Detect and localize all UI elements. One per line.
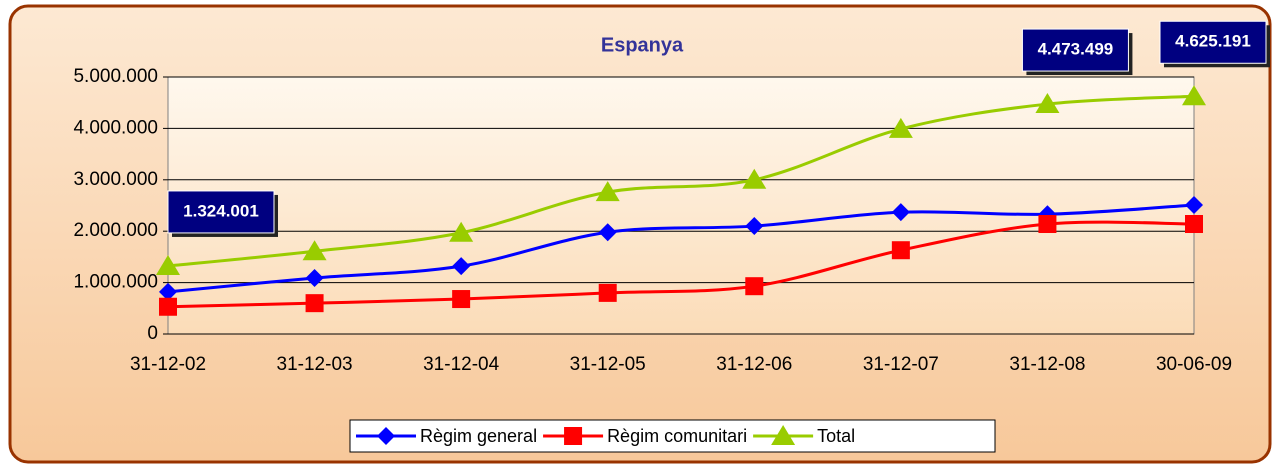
y-tick-label: 4.000.000 <box>73 117 158 138</box>
marker <box>891 241 910 260</box>
marker <box>377 427 395 445</box>
marker <box>1038 215 1057 234</box>
data-label: 4.625.191 <box>1175 32 1251 51</box>
y-tick-label: 1.000.000 <box>73 272 158 293</box>
x-tick-label: 30-06-09 <box>1156 354 1232 375</box>
series-line <box>167 220 1195 309</box>
series-line <box>167 203 1195 294</box>
series-line <box>167 94 1195 268</box>
legend-label: Règim general <box>420 426 537 446</box>
x-tick-label: 31-12-03 <box>277 354 353 375</box>
y-tick-label: 3.000.000 <box>73 169 158 190</box>
marker <box>595 181 620 202</box>
x-tick-label: 31-12-04 <box>423 354 499 375</box>
marker <box>302 240 327 261</box>
marker <box>598 283 617 302</box>
marker <box>449 221 474 242</box>
marker <box>745 217 764 236</box>
chart-title: Espanya <box>601 34 684 56</box>
data-label-box <box>167 190 275 234</box>
marker <box>305 294 324 313</box>
marker <box>564 427 583 445</box>
marker <box>452 257 471 276</box>
marker <box>156 254 180 275</box>
legend-label: Règim comunitari <box>607 426 747 446</box>
marker <box>888 117 913 138</box>
marker <box>159 282 177 301</box>
marker <box>305 268 324 287</box>
x-tick-label: 31-12-07 <box>863 354 939 375</box>
marker <box>159 297 177 316</box>
data-label-box <box>1159 20 1267 64</box>
marker <box>1185 195 1203 214</box>
x-tick-label: 31-12-08 <box>1009 354 1085 375</box>
marker <box>1182 85 1206 106</box>
y-tick-label: 0 <box>147 323 158 344</box>
data-label: 4.473.499 <box>1038 40 1114 59</box>
y-tick-label: 2.000.000 <box>73 220 158 241</box>
marker <box>771 425 796 445</box>
marker <box>1185 215 1203 234</box>
data-label-box <box>1021 28 1129 72</box>
y-tick-label: 5.000.000 <box>73 66 158 87</box>
legend-label: Total <box>817 426 855 446</box>
marker <box>598 223 617 242</box>
x-tick-label: 31-12-02 <box>130 354 206 375</box>
x-tick-label: 31-12-05 <box>570 354 646 375</box>
marker <box>891 203 910 222</box>
data-label: 1.324.001 <box>183 201 259 220</box>
legend <box>349 419 996 453</box>
marker <box>452 290 471 309</box>
marker <box>1035 93 1060 114</box>
marker <box>742 168 767 189</box>
marker <box>745 277 764 296</box>
x-tick-label: 31-12-06 <box>716 354 792 375</box>
